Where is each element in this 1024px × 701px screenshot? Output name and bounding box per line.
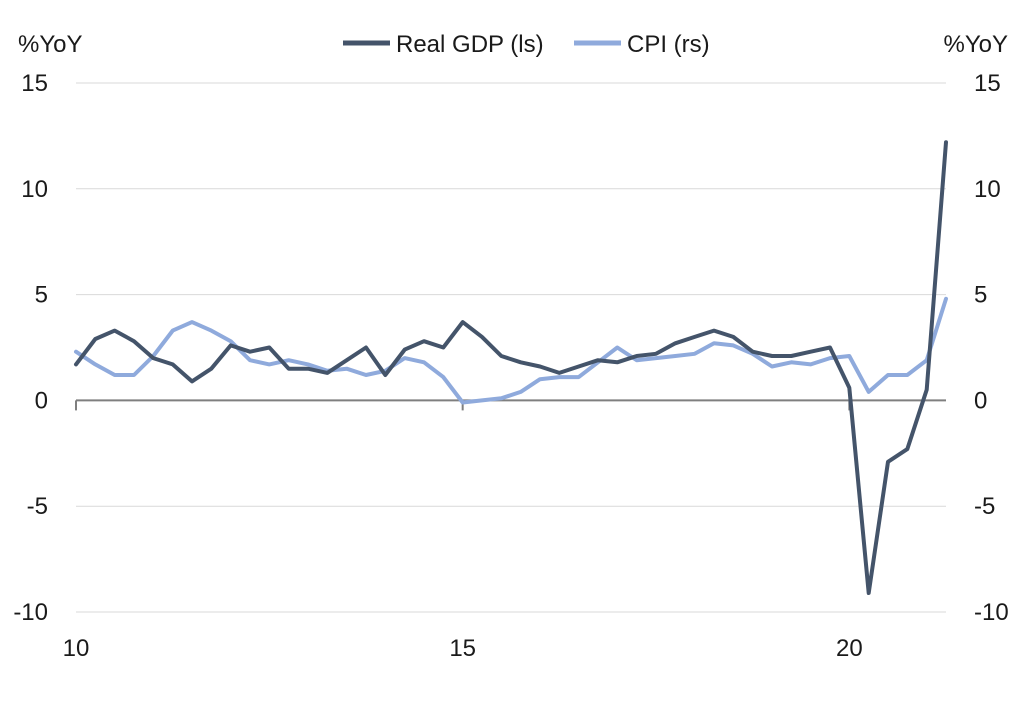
x-tick-label: 20 bbox=[836, 635, 863, 662]
y-tick-label-right: -10 bbox=[974, 599, 1009, 626]
y-tick-label-left: -5 bbox=[27, 493, 48, 520]
x-tick-label: 10 bbox=[63, 635, 90, 662]
legend: Real GDP (ls) CPI (rs) bbox=[343, 31, 710, 58]
series-line-real-gdp bbox=[74, 140, 948, 595]
x-axis: 10 15 20 bbox=[63, 399, 946, 662]
y-tick-label-right: -5 bbox=[974, 493, 995, 520]
left-y-axis: 15 10 5 0 -5 -10 bbox=[13, 70, 48, 626]
series-lines bbox=[74, 140, 948, 595]
y-tick-label-left: -10 bbox=[13, 599, 48, 626]
right-axis-unit: %YoY bbox=[944, 31, 1009, 58]
y-tick-label-left: 5 bbox=[35, 282, 48, 309]
y-tick-label-right: 5 bbox=[974, 282, 987, 309]
y-tick-label-right: 0 bbox=[974, 387, 987, 414]
x-tick-label: 15 bbox=[449, 635, 476, 662]
legend-label-real-gdp: Real GDP (ls) bbox=[396, 31, 544, 58]
series-line-cpi bbox=[74, 296, 948, 405]
gridlines bbox=[76, 82, 946, 613]
legend-label-cpi: CPI (rs) bbox=[627, 31, 710, 58]
left-axis-unit: %YoY bbox=[18, 31, 83, 58]
y-tick-label-left: 10 bbox=[21, 176, 48, 203]
y-tick-label-right: 15 bbox=[974, 70, 1001, 97]
y-tick-label-right: 10 bbox=[974, 176, 1001, 203]
y-tick-label-left: 15 bbox=[21, 70, 48, 97]
y-tick-label-left: 0 bbox=[35, 387, 48, 414]
right-y-axis: 15 10 5 0 -5 -10 bbox=[974, 70, 1009, 626]
